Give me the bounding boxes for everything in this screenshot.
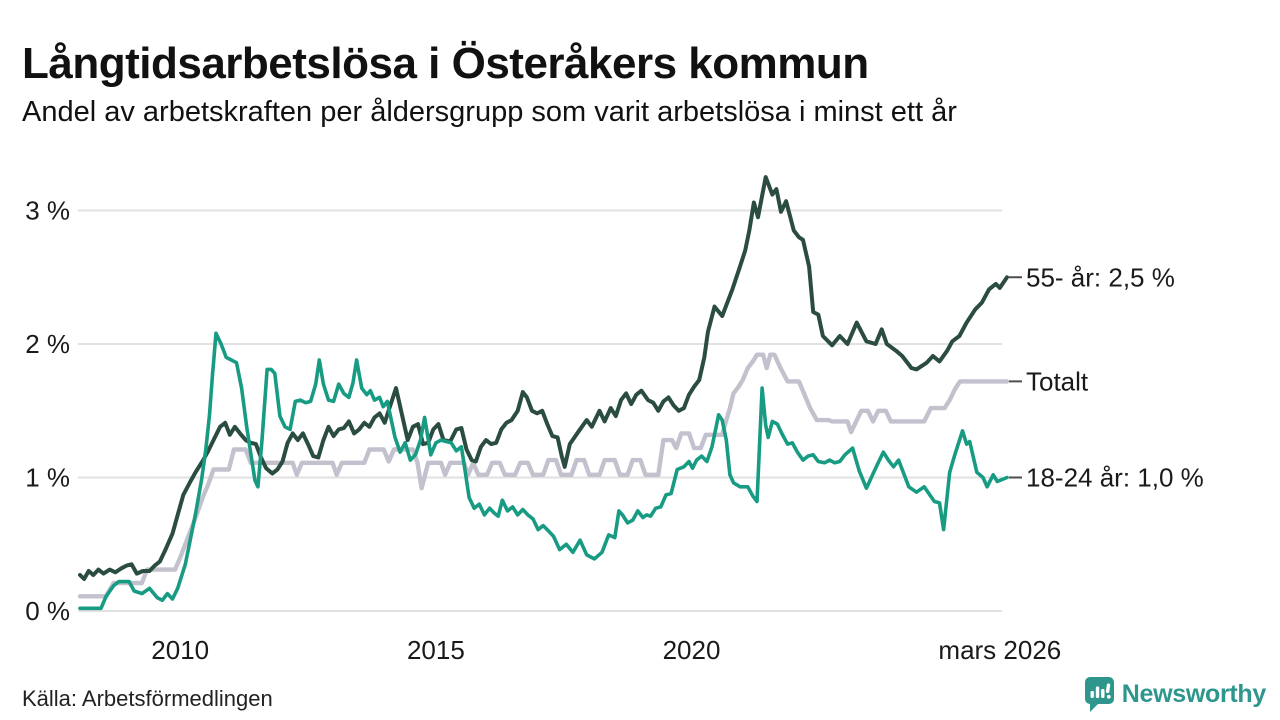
page-title: Långtidsarbetslösa i Österåkers kommun	[22, 39, 869, 89]
y-tick-label: 1 %	[25, 463, 70, 493]
series-line-totalt	[77, 352, 1010, 599]
y-tick-label: 0 %	[25, 596, 70, 626]
x-tick-label: 2020	[663, 635, 721, 665]
newsworthy-logo: Newsworthy	[1084, 676, 1266, 712]
source-note: Källa: Arbetsförmedlingen	[22, 686, 273, 711]
x-tick-label: mars 2026	[938, 635, 1061, 665]
x-tick-label: 2010	[151, 635, 209, 665]
page-subtitle: Andel av arbetskraften per åldersgrupp s…	[22, 96, 957, 128]
y-tick-label: 2 %	[25, 329, 70, 359]
series-end-label-55-ar: 55- år: 2,5 %	[1026, 262, 1175, 292]
newsworthy-icon	[1084, 676, 1115, 712]
series-end-label-totalt: Totalt	[1026, 366, 1089, 396]
series-end-label-18-24-ar: 18-24 år: 1,0 %	[1026, 463, 1204, 493]
series-line-18-24-ar	[78, 331, 1009, 611]
x-tick-label: 2015	[407, 635, 465, 665]
series-line-55-ar	[78, 175, 1009, 581]
newsworthy-wordmark: Newsworthy	[1121, 679, 1267, 708]
y-tick-label: 3 %	[25, 196, 70, 226]
